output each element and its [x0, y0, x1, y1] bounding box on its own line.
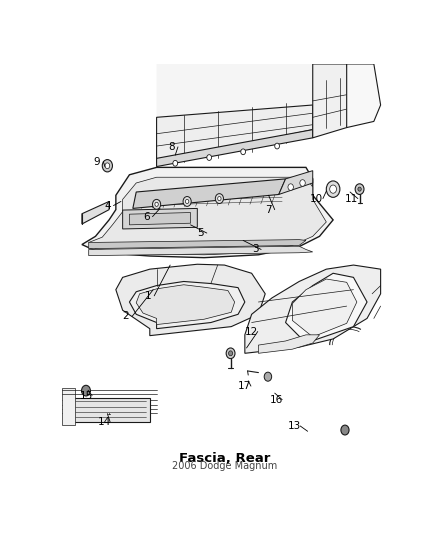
Circle shape [241, 149, 246, 155]
Circle shape [355, 184, 364, 195]
Circle shape [185, 199, 189, 204]
Text: 1: 1 [145, 291, 152, 301]
Circle shape [330, 185, 336, 193]
Circle shape [102, 159, 113, 172]
Circle shape [341, 425, 349, 435]
Polygon shape [130, 213, 191, 225]
Polygon shape [156, 64, 346, 163]
Text: 6: 6 [143, 212, 150, 222]
Circle shape [264, 372, 272, 381]
Polygon shape [245, 265, 381, 353]
Text: 2: 2 [123, 311, 129, 321]
Polygon shape [82, 201, 109, 224]
Polygon shape [279, 171, 313, 195]
Polygon shape [313, 64, 353, 138]
Polygon shape [258, 335, 320, 353]
Polygon shape [156, 130, 313, 166]
Text: 17: 17 [238, 381, 251, 391]
Text: 10: 10 [310, 193, 323, 204]
Text: 13: 13 [287, 421, 301, 431]
Polygon shape [82, 167, 333, 257]
Circle shape [358, 187, 361, 191]
Polygon shape [61, 388, 75, 425]
Text: 14: 14 [97, 417, 111, 427]
Circle shape [326, 181, 340, 197]
Text: 8: 8 [169, 142, 175, 152]
Text: 5: 5 [198, 228, 204, 238]
Circle shape [300, 180, 305, 186]
Circle shape [288, 184, 293, 190]
Text: 3: 3 [252, 245, 258, 254]
Polygon shape [88, 246, 313, 256]
Text: 16: 16 [269, 394, 283, 405]
Circle shape [215, 193, 223, 204]
Text: Fascia, Rear: Fascia, Rear [179, 453, 270, 465]
Text: 4: 4 [104, 200, 111, 211]
Polygon shape [286, 273, 367, 343]
Polygon shape [130, 281, 245, 329]
Polygon shape [88, 177, 326, 255]
Polygon shape [133, 179, 286, 208]
Polygon shape [72, 399, 150, 422]
Text: 9: 9 [94, 157, 100, 167]
Polygon shape [156, 105, 313, 163]
Polygon shape [88, 240, 306, 248]
Polygon shape [123, 208, 197, 229]
Circle shape [155, 202, 158, 206]
Text: 12: 12 [245, 327, 258, 336]
Circle shape [275, 143, 279, 149]
Text: 7: 7 [265, 205, 272, 215]
Text: 2006 Dodge Magnum: 2006 Dodge Magnum [172, 461, 277, 471]
Text: 15: 15 [79, 391, 92, 401]
Circle shape [218, 197, 221, 200]
Circle shape [226, 348, 235, 359]
Polygon shape [136, 285, 235, 325]
Polygon shape [116, 264, 265, 336]
Text: 11: 11 [345, 193, 358, 204]
Circle shape [173, 160, 178, 166]
Polygon shape [293, 279, 357, 337]
Circle shape [207, 155, 212, 160]
Polygon shape [346, 64, 381, 127]
Circle shape [152, 199, 161, 209]
Circle shape [229, 351, 233, 356]
Circle shape [81, 385, 90, 396]
Circle shape [183, 197, 191, 206]
Circle shape [105, 163, 110, 168]
